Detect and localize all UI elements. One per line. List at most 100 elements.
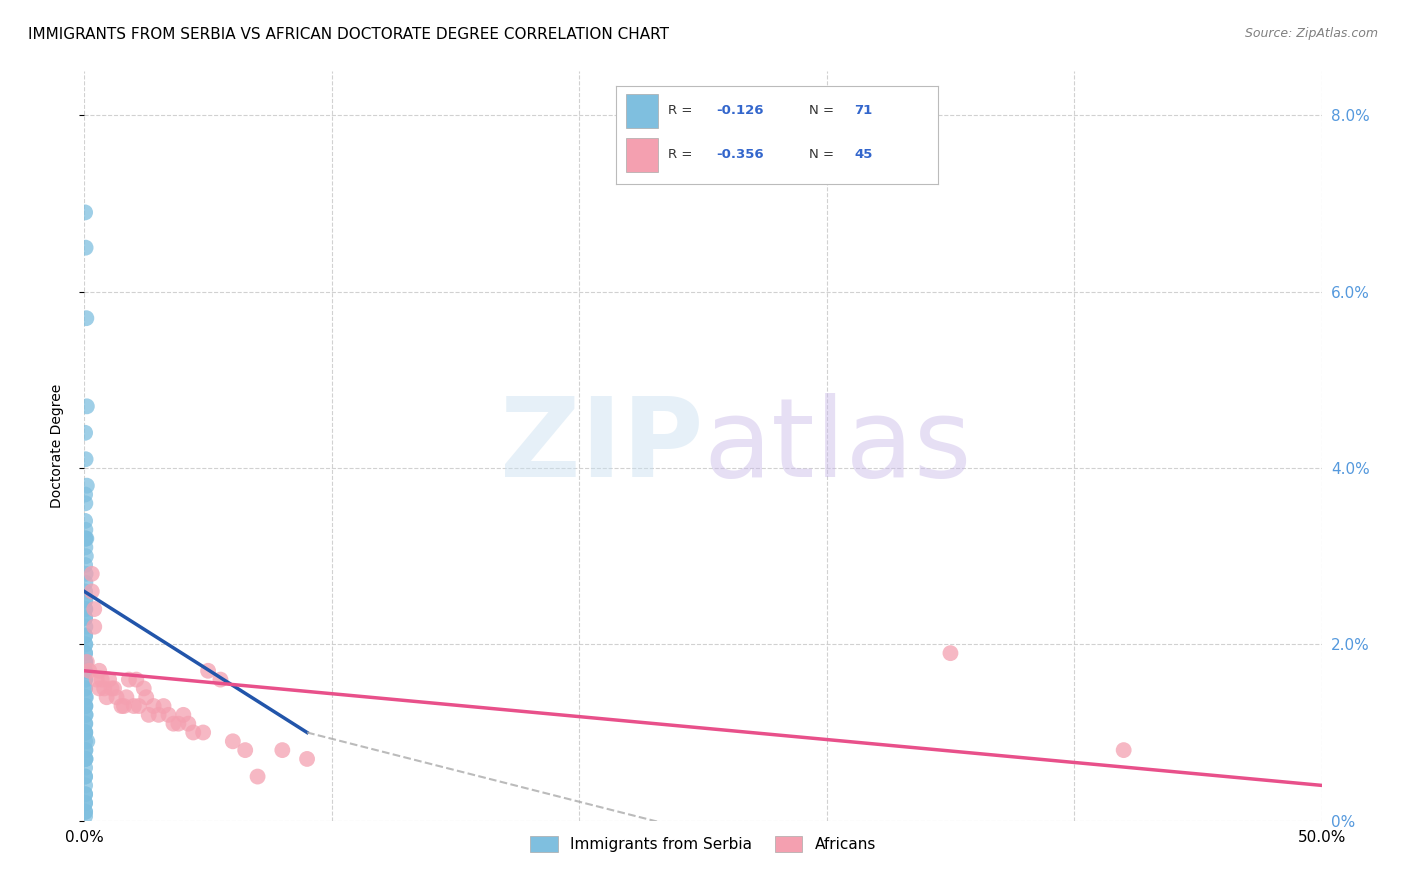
Point (75, 637, 97, 651)
Point (75, 699, 97, 714)
Point (197, 664, 219, 678)
Point (96, 690, 118, 705)
Point (246, 770, 269, 784)
Point (295, 752, 318, 766)
Point (75, 725, 97, 739)
Point (75, 425, 97, 440)
Point (233, 743, 256, 757)
Point (75, 752, 97, 766)
Point (138, 707, 160, 722)
Point (181, 725, 204, 739)
Point (75, 593, 97, 607)
Point (152, 699, 174, 714)
Point (75, 707, 97, 722)
Point (75, 761, 97, 775)
Point (76, 734, 98, 748)
Point (80, 566, 103, 581)
Point (76, 400, 98, 414)
Point (89, 681, 111, 696)
Point (75, 690, 97, 705)
Point (75, 241, 97, 255)
Point (75, 787, 97, 801)
Point (148, 707, 170, 722)
Point (75, 716, 97, 731)
Point (75, 707, 97, 722)
Point (75, 796, 97, 810)
Point (125, 673, 148, 687)
Point (75, 558, 97, 572)
Point (100, 681, 122, 696)
Point (122, 699, 145, 714)
Point (75, 584, 97, 599)
Point (75, 628, 97, 642)
Point (191, 725, 214, 739)
Point (75, 593, 97, 607)
Point (76, 655, 98, 669)
Point (177, 716, 200, 731)
Point (75, 681, 97, 696)
Point (75, 743, 97, 757)
Text: atlas: atlas (703, 392, 972, 500)
Point (142, 699, 165, 714)
Point (75, 628, 97, 642)
Point (75, 716, 97, 731)
Point (75, 664, 97, 678)
Point (75, 452, 97, 467)
Point (75, 664, 97, 678)
Point (115, 690, 138, 705)
Point (132, 681, 155, 696)
Point (75, 646, 97, 660)
Point (75, 787, 97, 801)
Text: IMMIGRANTS FROM SERBIA VS AFRICAN DOCTORATE DEGREE CORRELATION CHART: IMMIGRANTS FROM SERBIA VS AFRICAN DOCTOR… (28, 27, 669, 42)
Point (110, 699, 132, 714)
Point (75, 532, 97, 546)
Point (162, 716, 184, 731)
Point (75, 770, 97, 784)
Point (75, 809, 97, 823)
Point (167, 716, 190, 731)
Point (75, 734, 97, 748)
Point (105, 690, 128, 705)
Point (75, 620, 97, 634)
Point (75, 532, 97, 546)
Point (75, 602, 97, 616)
Point (75, 796, 97, 810)
Point (75, 566, 97, 581)
Point (86, 673, 108, 687)
Point (83, 602, 105, 616)
Point (75, 673, 97, 687)
Point (271, 743, 294, 757)
Point (118, 673, 141, 687)
Point (75, 575, 97, 590)
Point (75, 523, 97, 537)
Point (75, 496, 97, 510)
Point (75, 752, 97, 766)
Point (1112, 743, 1135, 757)
Legend: Immigrants from Serbia, Africans: Immigrants from Serbia, Africans (524, 830, 882, 858)
Point (939, 646, 962, 660)
Point (172, 707, 194, 722)
Point (75, 602, 97, 616)
Point (75, 637, 97, 651)
Point (75, 655, 97, 669)
Point (75, 611, 97, 625)
Point (222, 734, 245, 748)
Point (75, 805, 97, 819)
Point (209, 673, 232, 687)
Point (98, 673, 121, 687)
Point (75, 205, 97, 219)
Point (75, 752, 97, 766)
Point (75, 681, 97, 696)
Point (75, 532, 97, 546)
Point (90, 673, 112, 687)
Point (75, 805, 97, 819)
Point (89, 664, 111, 678)
Point (83, 620, 105, 634)
Point (93, 681, 115, 696)
Point (75, 549, 97, 564)
Point (75, 725, 97, 739)
Y-axis label: Doctorate Degree: Doctorate Degree (49, 384, 63, 508)
Point (75, 541, 97, 555)
Point (135, 690, 157, 705)
Point (75, 611, 97, 625)
